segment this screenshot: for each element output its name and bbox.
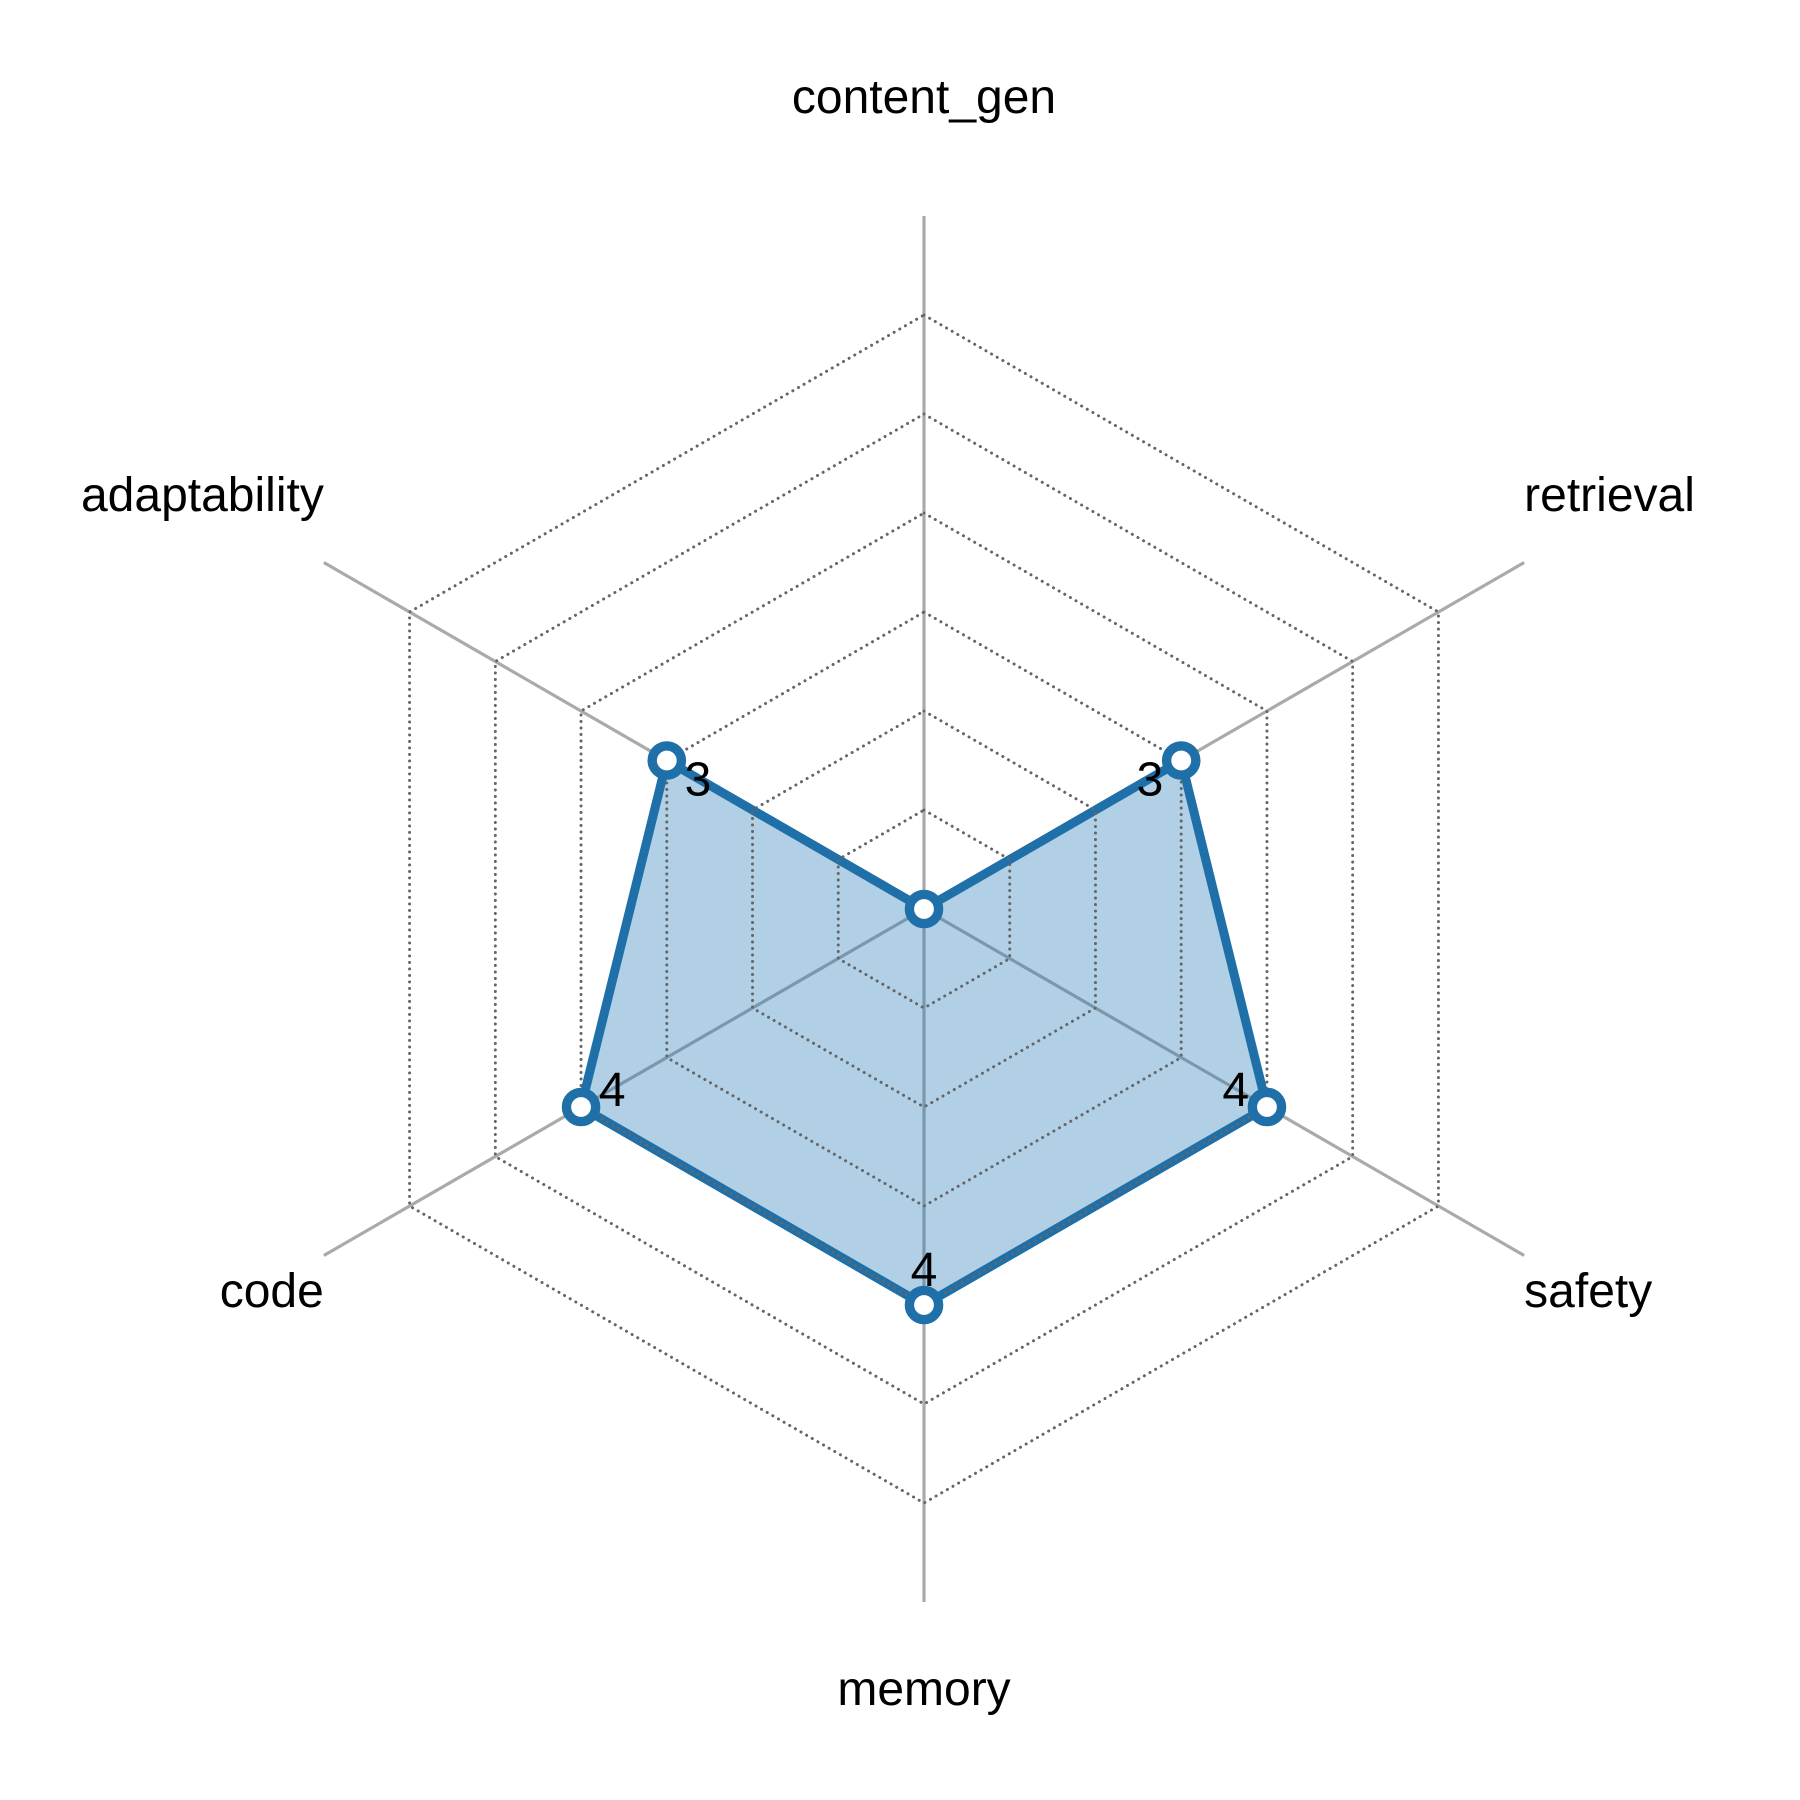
svg-text:safety: safety [1524, 1265, 1652, 1318]
svg-text:retrieval: retrieval [1524, 469, 1695, 522]
svg-text:code: code [220, 1265, 324, 1318]
svg-text:memory: memory [837, 1663, 1010, 1716]
svg-text:3: 3 [685, 754, 712, 807]
svg-text:adaptability: adaptability [81, 469, 324, 522]
svg-text:content_gen: content_gen [792, 71, 1056, 124]
svg-text:3: 3 [1137, 754, 1164, 807]
svg-text:4: 4 [911, 1244, 938, 1297]
svg-text:4: 4 [1222, 1064, 1249, 1117]
svg-text:4: 4 [599, 1064, 626, 1117]
